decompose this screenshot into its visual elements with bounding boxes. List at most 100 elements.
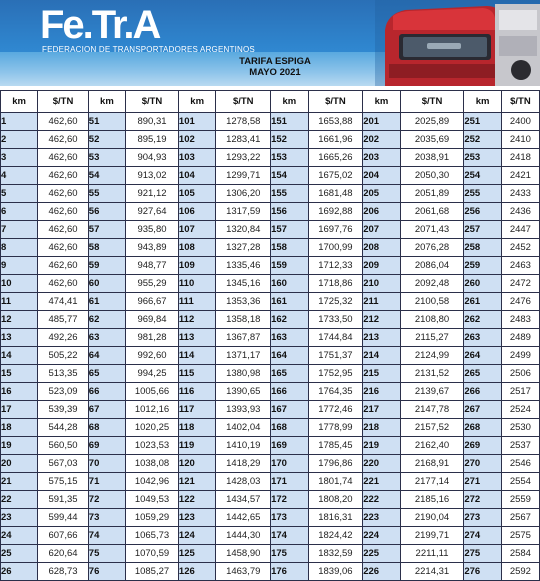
rate-title: TARIFA ESPIGA [239,56,311,67]
km-cell: 10 [0,274,39,293]
rate-cell: 1801,74 [307,472,364,491]
km-cell: 106 [177,202,217,221]
table-row: 25 620,64 75 1070,59 125 1458,90 175 1832,59 225… [0,544,540,563]
km-cell: 266 [463,382,502,401]
km-cell: 176 [270,562,309,581]
rate-cell: 1038,08 [125,454,179,473]
rate-cell: 1371,17 [215,346,272,365]
rate-title-block: TARIFA ESPIGA MAYO 2021 [220,56,330,78]
table-row: 11 474,41 61 966,67 111 1353,36 161 1725,32 211 2… [0,292,540,311]
km-cell: 210 [362,274,401,293]
rate-cell: 2559 [500,490,540,509]
km-cell: 169 [270,436,309,455]
km-cell: 159 [270,256,309,275]
rate-cell: 607,66 [37,526,89,545]
km-cell: 258 [463,238,502,257]
rate-cell: 2463 [500,256,540,275]
rate-cell: 1065,73 [125,526,179,545]
km-cell: 74 [87,526,127,545]
rate-cell: 462,60 [37,274,89,293]
km-cell: 173 [270,508,309,527]
km-cell: 220 [362,454,401,473]
km-cell: 167 [270,400,309,419]
rate-cell: 913,02 [125,166,179,185]
km-cell: 163 [270,328,309,347]
km-cell: 158 [270,238,309,257]
km-cell: 114 [177,346,217,365]
rate-cell: 2086,04 [399,256,465,275]
rate-cell: 1712,33 [307,256,364,275]
km-cell: 11 [0,292,39,311]
table-row: 24 607,66 74 1065,73 124 1444,30 174 1824,42 224… [0,526,540,545]
organization-name: FEDERACION DE TRANSPORTADORES ARGENTINOS [42,45,255,54]
km-cell: 102 [177,130,217,149]
table-row: 7 462,60 57 935,80 107 1320,84 157 1697,76 207 20… [0,220,540,239]
rate-cell: 2592 [500,562,540,581]
rate-cell: 567,03 [37,454,89,473]
rate-cell: 2546 [500,454,540,473]
km-cell: 264 [463,346,502,365]
table-row: 17 539,39 67 1012,16 117 1393,93 167 1772,46 217… [0,400,540,419]
km-cell: 152 [270,130,309,149]
table-row: 1 462,60 51 890,31 101 1278,58 151 1653,88 201 20… [0,112,540,131]
rate-cell: 921,12 [125,184,179,203]
km-cell: 63 [87,328,127,347]
rate-cell: 462,60 [37,220,89,239]
km-cell: 113 [177,328,217,347]
truck-illustration [375,0,540,86]
km-cell: 72 [87,490,127,509]
column-header: km [0,90,39,113]
column-header: $/TN [37,90,89,113]
rate-cell: 1764,35 [307,382,364,401]
table-row: 10 462,60 60 955,29 110 1345,16 160 1718,86 210 2… [0,274,540,293]
rate-cell: 1345,16 [215,274,272,293]
km-cell: 71 [87,472,127,491]
km-cell: 256 [463,202,502,221]
km-cell: 221 [362,472,401,491]
km-cell: 17 [0,400,39,419]
km-cell: 257 [463,220,502,239]
rate-cell: 620,64 [37,544,89,563]
km-cell: 259 [463,256,502,275]
km-cell: 217 [362,400,401,419]
rate-cell: 2214,31 [399,562,465,581]
km-cell: 267 [463,400,502,419]
rate-cell: 994,25 [125,364,179,383]
km-cell: 262 [463,310,502,329]
rate-cell: 2421 [500,166,540,185]
column-header: $/TN [399,90,465,113]
table-header-row: km $/TN km $/TN km $/TN km $/TN km $/TN … [0,90,540,113]
km-cell: 26 [0,562,39,581]
rate-cell: 2530 [500,418,540,437]
column-header: km [177,90,217,113]
km-cell: 219 [362,436,401,455]
km-cell: 115 [177,364,217,383]
km-cell: 222 [362,490,401,509]
rate-cell: 2162,40 [399,436,465,455]
km-cell: 112 [177,310,217,329]
rate-cell: 955,29 [125,274,179,293]
rate-cell: 2177,14 [399,472,465,491]
table-row: 4 462,60 54 913,02 104 1299,71 154 1675,02 204 20… [0,166,540,185]
rate-cell: 1697,76 [307,220,364,239]
rate-cell: 1358,18 [215,310,272,329]
km-cell: 151 [270,112,309,131]
rate-cell: 969,84 [125,310,179,329]
rate-cell: 1042,96 [125,472,179,491]
rate-cell: 1085,27 [125,562,179,581]
rate-cell: 599,44 [37,508,89,527]
km-cell: 216 [362,382,401,401]
km-cell: 25 [0,544,39,563]
km-cell: 105 [177,184,217,203]
km-cell: 14 [0,346,39,365]
rate-cell: 2076,28 [399,238,465,257]
km-cell: 265 [463,364,502,383]
rate-cell: 2524 [500,400,540,419]
rate-cell: 1661,96 [307,130,364,149]
km-cell: 116 [177,382,217,401]
rate-cell: 1832,59 [307,544,364,563]
rate-cell: 1700,99 [307,238,364,257]
km-cell: 51 [87,112,127,131]
rate-cell: 485,77 [37,310,89,329]
km-cell: 76 [87,562,127,581]
